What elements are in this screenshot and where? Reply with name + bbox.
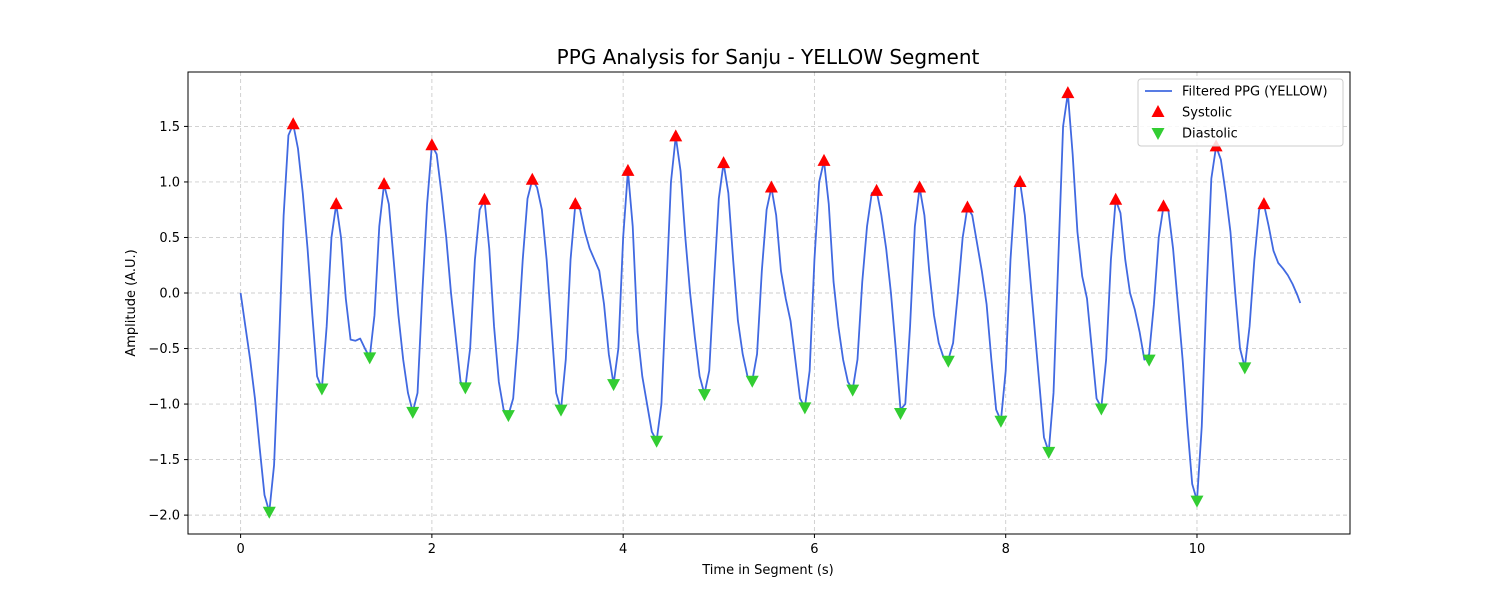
systolic-peak-marker	[870, 183, 884, 196]
diastolic-trough-marker	[697, 389, 711, 402]
diastolic-trough-marker	[798, 402, 812, 415]
diastolic-trough-marker	[1190, 495, 1204, 508]
diastolic-trough-marker	[846, 384, 860, 397]
plot-area	[239, 86, 1302, 519]
diastolic-trough-marker	[1238, 362, 1252, 375]
diastolic-trough-marker	[1142, 354, 1156, 367]
y-axis-label: Amplitude (A.U.)	[124, 249, 139, 356]
systolic-peak-marker	[377, 177, 391, 190]
x-tick-label: 2	[428, 542, 436, 557]
systolic-peak-marker	[817, 153, 831, 166]
systolic-peak-marker	[1257, 197, 1271, 210]
y-tick-label: 0.5	[159, 231, 180, 246]
systolic-peak-marker	[913, 180, 927, 193]
diastolic-trough-marker	[406, 406, 420, 419]
axes-frame	[187, 71, 1351, 535]
diastolic-trough-marker	[941, 355, 955, 368]
diastolic-trough-marker	[501, 410, 515, 423]
systolic-peak-marker	[525, 172, 539, 185]
systolic-peak-marker	[621, 163, 635, 176]
systolic-peak-marker	[717, 156, 731, 169]
x-tick-label: 10	[1189, 542, 1206, 557]
legend-label: Diastolic	[1182, 127, 1238, 142]
systolic-peak-marker	[764, 180, 778, 193]
systolic-peak-marker	[669, 129, 683, 142]
legend-label: Filtered PPG (YELLOW)	[1182, 85, 1328, 100]
x-tick-label: 6	[810, 542, 818, 557]
x-tick-label: 8	[1002, 542, 1010, 557]
diastolic-trough-marker	[745, 375, 759, 388]
systolic-peak-marker	[286, 117, 300, 130]
systolic-peak-marker	[425, 138, 439, 151]
diastolic-trough-marker	[994, 415, 1008, 428]
diastolic-trough-marker	[650, 435, 664, 448]
y-tick-label: 0.0	[159, 287, 180, 302]
chart-title: PPG Analysis for Sanju - YELLOW Segment	[557, 45, 980, 69]
y-tick-label: −1.5	[148, 453, 180, 468]
systolic-peak-marker	[960, 200, 974, 213]
y-tick-label: −1.0	[148, 398, 180, 413]
legend-diastolic-swatch	[1151, 128, 1165, 140]
legend-label: Systolic	[1182, 106, 1232, 121]
grid	[188, 72, 1350, 534]
legend: Filtered PPG (YELLOW) Systolic Diastolic	[1137, 78, 1344, 147]
diastolic-trough-marker	[894, 407, 908, 420]
diastolic-trough-marker	[1094, 403, 1108, 416]
diastolic-trough-marker	[458, 382, 472, 395]
systolic-peak-marker	[568, 197, 582, 210]
systolic-peak-marker	[1157, 199, 1171, 212]
systolic-peak-marker	[477, 192, 491, 205]
axes: 0 2 4 6 8 10 −2.0 −1.5 −1.0 −0.5 0.0 0.5 1.0 1.5	[148, 71, 1351, 557]
y-tick-label: −2.0	[148, 509, 180, 524]
legend-systolic-swatch	[1151, 105, 1165, 117]
diastolic-trough-marker	[554, 404, 568, 417]
systolic-peak-marker	[1013, 174, 1027, 187]
systolic-peak-marker	[1061, 86, 1075, 99]
y-tick-label: 1.0	[159, 175, 180, 190]
diastolic-trough-marker	[363, 352, 377, 365]
x-axis-label: Time in Segment (s)	[701, 563, 833, 578]
diastolic-trough-marker	[1042, 446, 1056, 459]
systolic-peak-marker	[329, 197, 343, 210]
diastolic-trough-marker	[262, 506, 276, 519]
y-tick-label: 1.5	[159, 120, 180, 135]
x-tick-label: 0	[236, 542, 244, 557]
x-tick-label: 4	[619, 542, 627, 557]
systolic-peak-marker	[1109, 192, 1123, 205]
legend-box	[1137, 78, 1344, 147]
diastolic-trough-marker	[607, 379, 621, 392]
diastolic-trough-marker	[315, 383, 329, 396]
y-tick-label: −0.5	[148, 342, 180, 357]
